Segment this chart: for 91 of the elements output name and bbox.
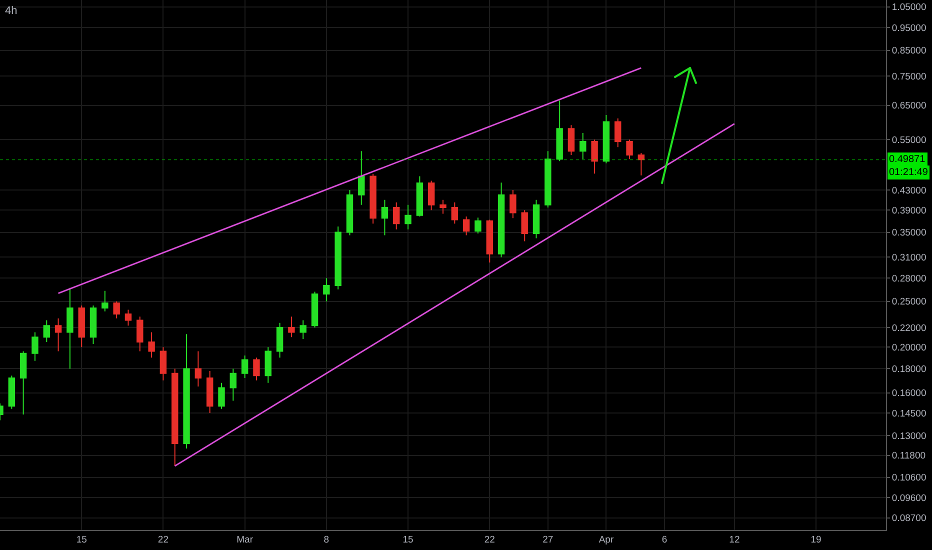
- candlestick: [148, 332, 155, 358]
- candlestick: [124, 309, 132, 326]
- candlestick: [264, 346, 272, 384]
- x-tick-label: 15: [402, 534, 414, 546]
- candlestick: [614, 118, 622, 148]
- chart-title: 4h: [5, 5, 18, 17]
- candlestick: [241, 354, 248, 379]
- candlestick: [218, 382, 225, 410]
- y-tick-label: 0.39000: [892, 205, 926, 216]
- candlestick: [311, 291, 318, 328]
- y-tick-label: 0.09600: [892, 492, 926, 504]
- candlestick: [20, 350, 27, 415]
- x-tick-label: 22: [484, 534, 495, 546]
- ref-line-label: 0.49871: [889, 154, 926, 165]
- candlestick: [428, 180, 435, 211]
- candlestick: [66, 287, 74, 370]
- candlestick: [300, 320, 306, 340]
- y-tick-label: 0.31000: [892, 252, 926, 264]
- y-tick-label: 0.13000: [892, 430, 926, 442]
- x-tick-label: Mar: [236, 534, 254, 546]
- x-tick-label: Apr: [598, 534, 614, 546]
- candlestick: [532, 199, 540, 239]
- candlestick: [440, 199, 446, 214]
- y-tick-label: 0.20000: [892, 342, 926, 354]
- candlestick: [288, 316, 295, 338]
- y-tick-label: 0.43000: [892, 185, 926, 196]
- y-tick-label: 0.11800: [892, 450, 926, 462]
- candlestick: [90, 304, 97, 345]
- candlestick: [602, 114, 610, 164]
- candlestick: [404, 204, 412, 230]
- x-tick-label: 12: [729, 534, 740, 546]
- candlestick: [486, 219, 493, 264]
- x-tick-label: 15: [76, 534, 87, 546]
- candlestick: [498, 182, 505, 258]
- candlestick: [8, 375, 16, 410]
- y-tick-label: 0.85000: [892, 46, 926, 57]
- candlestick: [358, 150, 365, 206]
- y-tick-label: 0.18000: [892, 364, 926, 376]
- candlestick: [370, 174, 376, 224]
- candlestick: [521, 210, 528, 242]
- candlestick: [276, 322, 284, 358]
- candlestick: [160, 346, 167, 381]
- candlestick: [43, 320, 50, 343]
- y-tick-label: 0.35000: [892, 228, 926, 239]
- candlestick: [230, 368, 237, 402]
- candlestick: [206, 370, 214, 414]
- x-tick-label: 22: [158, 534, 168, 546]
- x-tick-label: 6: [662, 534, 668, 546]
- y-tick-label: 0.22000: [892, 322, 926, 334]
- y-tick-label: 0.16000: [892, 388, 926, 400]
- candlestick: [78, 304, 85, 348]
- candlestick: [568, 124, 575, 156]
- candlestick: [253, 357, 260, 381]
- y-tick-label: 0.10600: [892, 472, 926, 484]
- text: 01:21:49: [889, 167, 928, 178]
- candlestick: [102, 290, 108, 312]
- y-tick-label: 0.14500: [892, 408, 926, 420]
- candlestick: [510, 190, 516, 219]
- y-tick-label: 0.55000: [892, 134, 926, 146]
- candlestick: [194, 350, 202, 388]
- candlestick: [416, 176, 424, 217]
- candlestick: [451, 202, 458, 224]
- y-tick-label: 0.65000: [892, 100, 926, 112]
- candlestick: [32, 332, 38, 362]
- y-tick-label: 0.75000: [892, 71, 926, 82]
- candlestick: [556, 100, 563, 162]
- x-tick-label: 19: [810, 534, 822, 546]
- x-tick-label: 27: [542, 534, 554, 546]
- candlestick: [172, 368, 178, 467]
- candlestick: [626, 139, 633, 160]
- candlestick: [346, 190, 354, 236]
- candlestick: [136, 316, 144, 352]
- candlestick: [580, 132, 586, 160]
- candlestick: [393, 202, 400, 230]
- y-tick-label: 0.95000: [892, 22, 926, 34]
- y-tick-label: 1.05000: [892, 2, 926, 14]
- candlestick: [323, 278, 330, 302]
- candlestick: [638, 152, 645, 176]
- candlestick: [544, 150, 552, 208]
- candlestick: [474, 217, 482, 234]
- candlestick: [54, 318, 62, 352]
- candlestick: [183, 334, 190, 449]
- y-tick-label: 0.08700: [892, 513, 926, 524]
- candlestick: [462, 216, 470, 236]
- x-tick-label: 8: [324, 534, 330, 546]
- candlestick: [113, 300, 120, 319]
- candlestick: [334, 226, 342, 290]
- y-tick-label: 0.28000: [892, 273, 926, 284]
- candlestick: [381, 199, 388, 236]
- candlestick: [591, 139, 598, 174]
- y-tick-label: 0.25000: [892, 296, 926, 308]
